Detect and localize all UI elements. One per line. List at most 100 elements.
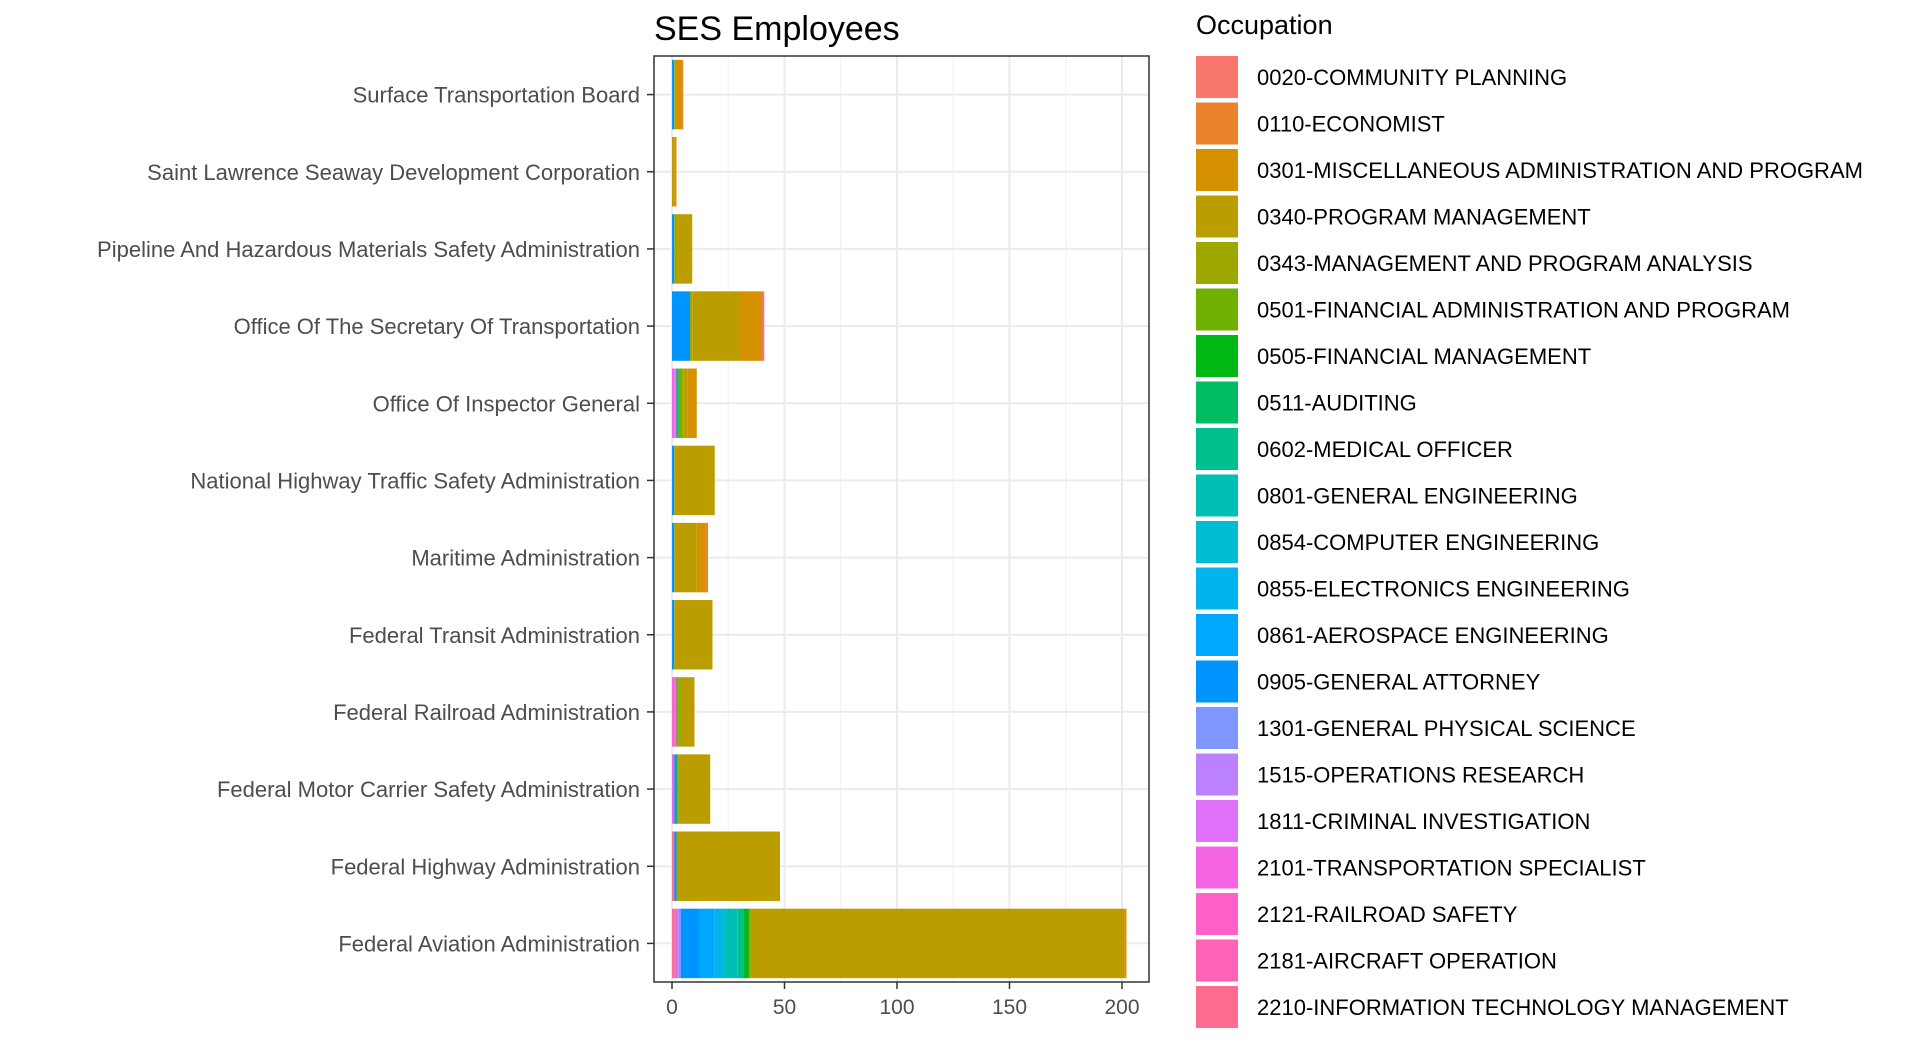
bars — [672, 59, 1127, 979]
x-tick-label: 50 — [773, 996, 796, 1019]
bar-segment — [678, 908, 681, 979]
bar-segment — [674, 59, 677, 130]
legend-key — [1196, 800, 1238, 842]
legend-key — [1196, 428, 1238, 470]
bar-segment — [676, 677, 679, 747]
bar-segment — [676, 59, 681, 130]
legend-label: 0343-MANAGEMENT AND PROGRAM ANALYSIS — [1257, 251, 1753, 276]
y-tick-label: Saint Lawrence Seaway Development Corpor… — [147, 160, 640, 185]
x-tick-label: 200 — [1104, 996, 1139, 1019]
bar-segment — [672, 908, 675, 979]
y-tick-label: Federal Highway Administration — [331, 854, 640, 879]
bar-segment — [672, 59, 675, 130]
bar-segment — [672, 214, 675, 284]
legend-key — [1196, 149, 1238, 191]
legend-label: 2101-TRANSPORTATION SPECIALIST — [1257, 856, 1646, 881]
bar-segment — [699, 908, 715, 979]
legend-label: 1301-GENERAL PHYSICAL SCIENCE — [1257, 716, 1636, 741]
legend-key — [1196, 381, 1238, 424]
bar-segment — [678, 368, 681, 438]
y-tick-label: Office Of Inspector General — [373, 391, 640, 416]
bar-segment — [676, 368, 679, 438]
legend-label: 0905-GENERAL ATTORNEY — [1257, 670, 1541, 695]
bar-segment — [696, 522, 706, 593]
bar-segment — [726, 908, 738, 979]
y-tick-label: Pipeline And Hazardous Materials Safety … — [97, 237, 640, 262]
y-tick-label: Maritime Administration — [411, 546, 640, 571]
bar-segment — [672, 291, 690, 361]
bar-segment — [681, 368, 684, 438]
bar-segment — [674, 368, 677, 438]
bar-segment — [674, 754, 677, 824]
bar-segment — [681, 677, 695, 747]
legend-label: 1515-OPERATIONS RESEARCH — [1257, 763, 1584, 788]
y-tick-label: Surface Transportation Board — [353, 83, 640, 108]
legend-label: 2121-RAILROAD SAFETY — [1257, 902, 1518, 927]
bar-segment — [721, 908, 726, 979]
y-tick-label: Office Of The Secretary Of Transportatio… — [234, 314, 640, 339]
bar-segment — [672, 445, 675, 516]
legend-key — [1196, 195, 1238, 238]
legend-key — [1196, 753, 1238, 796]
bar-segment — [674, 677, 677, 747]
bar-segment — [678, 754, 711, 824]
legend-label: 0020-COMMUNITY PLANNING — [1257, 65, 1567, 90]
legend-label: 0855-ELECTRONICS ENGINEERING — [1257, 577, 1630, 602]
legend-key — [1196, 102, 1238, 145]
bar-segment — [681, 59, 684, 130]
y-tick-label: Federal Aviation Administration — [338, 931, 640, 956]
legend-label: 0110-ECONOMIST — [1257, 112, 1445, 137]
legend-label: 0501-FINANCIAL ADMINISTRATION AND PROGRA… — [1257, 298, 1790, 323]
legend-key — [1196, 939, 1238, 982]
bar-segment — [678, 677, 681, 747]
bar-segment — [674, 908, 677, 979]
plot-panel — [654, 56, 1149, 982]
bar-segment — [674, 445, 715, 516]
bar-segment — [672, 600, 675, 670]
bar-segment — [674, 214, 677, 284]
legend-label: 1811-CRIMINAL INVESTIGATION — [1257, 809, 1590, 834]
bar-segment — [690, 291, 693, 361]
bar-segment — [674, 831, 677, 901]
legend-key — [1196, 474, 1238, 517]
bar-segment — [676, 214, 693, 284]
bar-segment — [683, 368, 688, 438]
y-tick-label: Federal Railroad Administration — [333, 700, 640, 725]
bar-segment — [739, 291, 762, 361]
bar-segment — [714, 908, 722, 979]
bar-segment — [674, 600, 713, 670]
legend-title: Occupation — [1196, 10, 1333, 40]
legend-key — [1196, 893, 1238, 935]
legend-key — [1196, 288, 1238, 331]
legend-key — [1196, 335, 1238, 377]
bar-segment — [737, 908, 744, 979]
bar-segment — [681, 908, 699, 979]
legend-key — [1196, 846, 1238, 889]
gridlines — [654, 56, 1149, 982]
bar-segment — [672, 368, 675, 438]
bar-segment — [676, 754, 679, 824]
bar-segment — [672, 754, 675, 824]
legend-key — [1196, 707, 1238, 749]
bar-segment — [672, 137, 675, 207]
legend-label: 0511-AUDITING — [1257, 391, 1417, 416]
legend-label: 0301-MISCELLANEOUS ADMINISTRATION AND PR… — [1257, 158, 1863, 183]
legend-key — [1196, 567, 1238, 610]
bar-segment — [762, 291, 765, 361]
legend-label: 2181-AIRCRAFT OPERATION — [1257, 949, 1557, 974]
y-tick-label: Federal Motor Carrier Safety Administrat… — [217, 777, 640, 802]
y-axis: Surface Transportation Board Saint Lawren… — [97, 83, 654, 956]
bar-segment — [1124, 908, 1127, 979]
y-tick-label: National Highway Traffic Safety Administ… — [190, 468, 640, 493]
bar-segment — [744, 908, 749, 979]
legend-label: 0801-GENERAL ENGINEERING — [1257, 484, 1578, 509]
plot-border — [653, 55, 1150, 983]
x-tick-label: 150 — [992, 996, 1027, 1019]
bar-segment — [692, 291, 740, 361]
bar-segment — [672, 831, 675, 901]
legend-label: 0602-MEDICAL OFFICER — [1257, 437, 1513, 462]
legend-label: 0861-AEROSPACE ENGINEERING — [1257, 623, 1609, 648]
legend-label: 2210-INFORMATION TECHNOLOGY MANAGEMENT — [1257, 995, 1789, 1020]
x-tick-label: 0 — [666, 996, 678, 1019]
